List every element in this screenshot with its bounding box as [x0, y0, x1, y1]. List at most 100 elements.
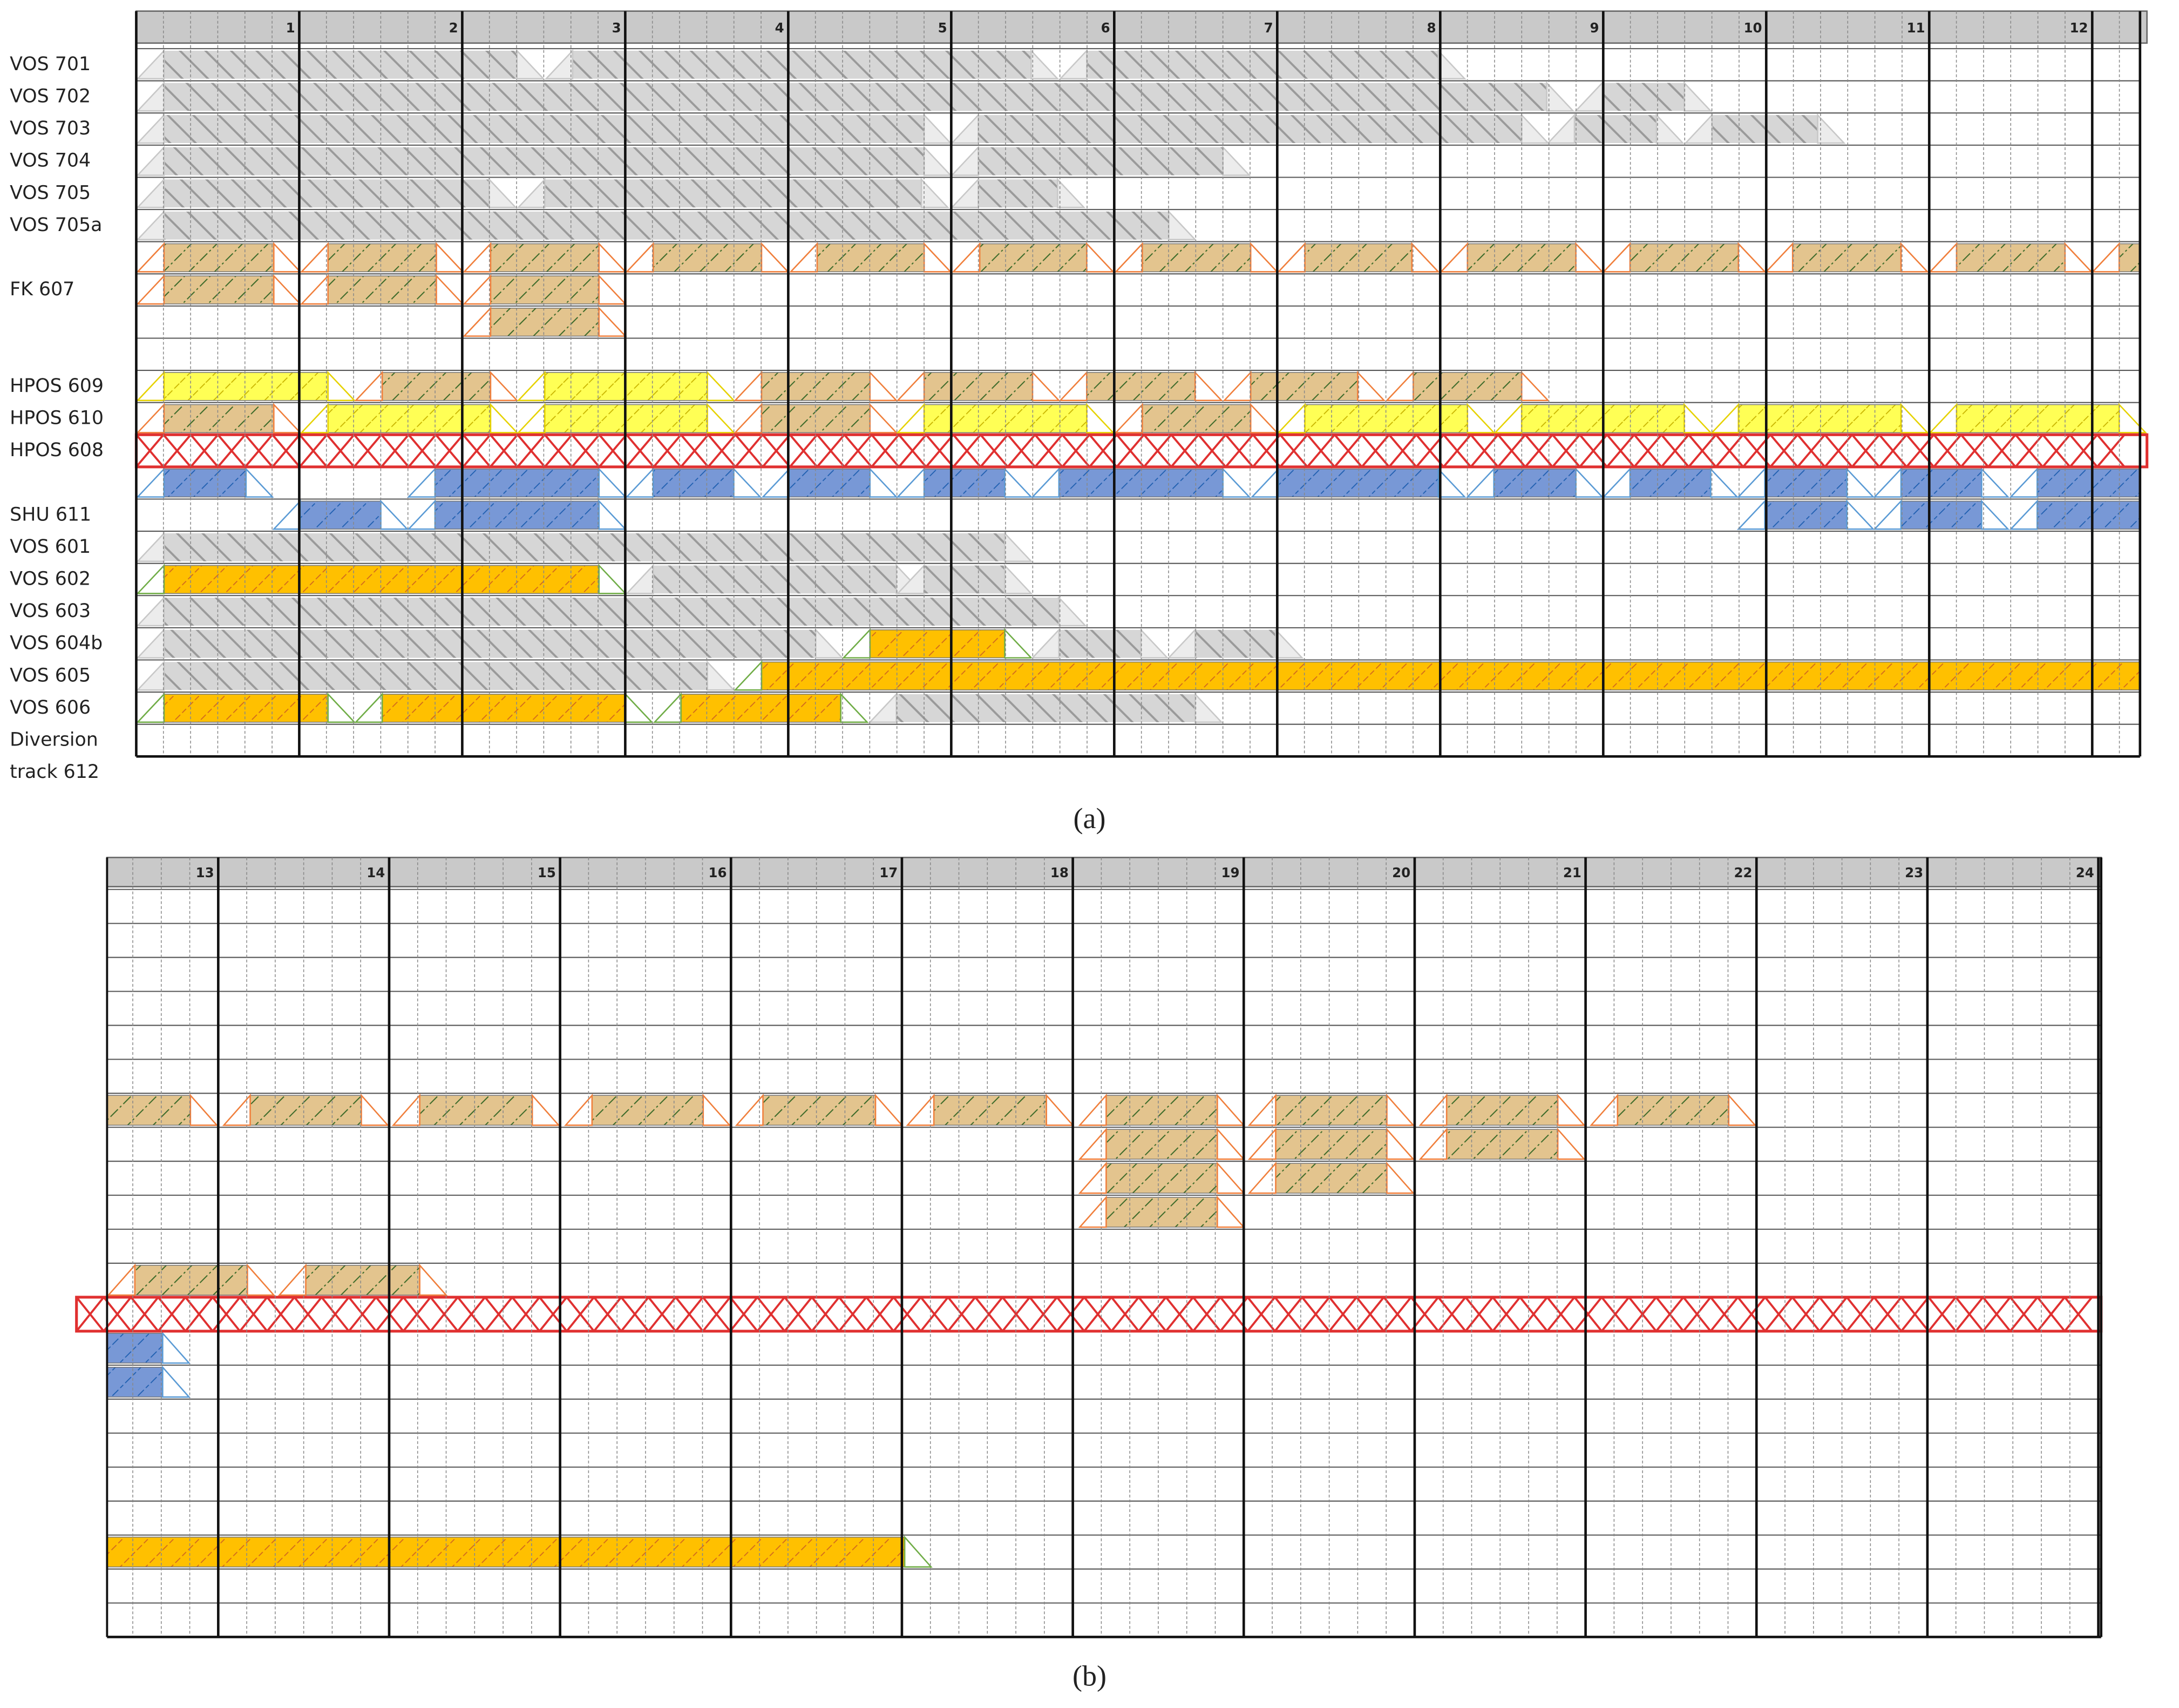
transition-triangle: [896, 370, 925, 402]
hour-label: 9: [1590, 20, 1599, 36]
blocked-cross: [947, 1296, 976, 1332]
grey-block: [1195, 629, 1276, 658]
blocked-cross: [707, 434, 737, 468]
blocked-cross: [1007, 434, 1036, 468]
transition-triangle: [300, 403, 329, 433]
transition-triangle: [1247, 1161, 1277, 1194]
transition-triangle: [419, 1263, 448, 1296]
blocked-cross: [680, 434, 709, 468]
blocked-cross: [1279, 434, 1308, 468]
blocked-cross: [430, 1296, 459, 1332]
transition-triangle: [1194, 692, 1224, 723]
blocked-cross: [1846, 1296, 1875, 1332]
blue-block: [1630, 468, 1712, 498]
transition-triangle: [1217, 1161, 1246, 1194]
row-label: VOS 702: [10, 86, 91, 107]
blocked-cross: [811, 1296, 840, 1332]
hour-label: 18: [1050, 865, 1069, 880]
blocked-cross: [1688, 434, 1717, 468]
transition-triangle: [1030, 628, 1060, 659]
row-label: HPOS 609: [10, 375, 104, 397]
hour-label: 6: [1101, 20, 1110, 36]
transition-triangle: [136, 467, 165, 498]
transition-triangle: [136, 178, 165, 208]
transition-triangle: [1277, 403, 1306, 433]
transition-triangle: [761, 467, 790, 498]
hour-label: 7: [1264, 20, 1273, 36]
row-label: VOS 605: [10, 665, 91, 686]
grey-block: [1602, 83, 1685, 111]
tan-block: [490, 243, 600, 273]
tan-block: [1617, 1095, 1729, 1126]
transition-triangle: [598, 274, 627, 305]
blocked-cross: [244, 434, 274, 468]
orange-block: [164, 694, 329, 723]
blocked-cross: [1001, 1296, 1031, 1332]
hour-label: 12: [2069, 20, 2088, 36]
hour-label: 24: [2076, 865, 2094, 880]
blue-block: [164, 468, 247, 498]
blocked-cross: [293, 1296, 323, 1332]
blocked-cross: [784, 1296, 813, 1332]
transition-triangle: [950, 145, 979, 176]
hour-label: 17: [879, 865, 898, 880]
blue-block: [1764, 500, 1848, 530]
transition-triangle: [1602, 467, 1631, 498]
transition-triangle: [1078, 1161, 1107, 1194]
blocked-cross: [271, 434, 301, 468]
hour-label: 16: [709, 865, 727, 880]
hour-label: 15: [538, 865, 556, 880]
tan-block: [327, 243, 437, 273]
grey-block: [164, 662, 708, 690]
blocked-cross: [103, 1296, 132, 1332]
hour-label: 23: [1905, 865, 1923, 880]
transition-triangle: [1031, 370, 1061, 402]
transition-triangle: [1247, 1127, 1277, 1160]
grey-block: [924, 565, 1005, 594]
transition-triangle: [653, 692, 682, 723]
transition-triangle: [136, 660, 165, 691]
hour-label: 22: [1734, 865, 1752, 880]
transition-triangle: [1194, 370, 1224, 402]
blocked-cross: [2042, 434, 2071, 468]
tan-block: [382, 372, 491, 401]
row-label: VOS 705: [10, 182, 91, 204]
tan-block: [1275, 1129, 1388, 1160]
transition-triangle: [707, 403, 736, 433]
blocked-cross: [735, 434, 764, 468]
transition-triangle: [2118, 403, 2148, 433]
blocked-cross: [2063, 1296, 2093, 1332]
transition-triangle: [564, 1093, 593, 1126]
blocked-cross: [1600, 1296, 1630, 1332]
transition-triangle: [391, 1093, 420, 1126]
blocked-cross: [1818, 1296, 1848, 1332]
blocked-cross: [789, 434, 818, 468]
tan-block: [653, 243, 762, 273]
blocked-cross: [653, 434, 682, 468]
blocked-cross: [539, 1296, 568, 1332]
transition-triangle: [841, 628, 871, 659]
transition-triangle: [1222, 145, 1251, 176]
tan-block: [164, 404, 275, 433]
hour-label: 13: [196, 865, 214, 880]
panel-label: (a): [1074, 802, 1106, 835]
transition-triangle: [517, 370, 546, 402]
blocked-cross: [1933, 434, 1962, 468]
blocked-cross: [517, 434, 546, 468]
transition-triangle: [869, 403, 898, 433]
row-label: VOS 601: [10, 536, 91, 558]
blocked-cross: [1274, 1296, 1303, 1332]
transition-triangle: [136, 692, 165, 723]
orange-block: [106, 1536, 905, 1568]
transition-triangle: [136, 403, 165, 433]
blocked-cross: [1715, 434, 1744, 468]
blue-block: [106, 1333, 164, 1364]
blocked-cross: [1546, 1296, 1576, 1332]
transition-triangle: [1004, 467, 1033, 498]
blocked-cross: [2037, 1296, 2066, 1332]
blocked-cross: [2096, 434, 2126, 468]
blue-block: [924, 468, 1006, 498]
blocked-cross: [1497, 434, 1526, 468]
transition-triangle: [707, 660, 736, 691]
transition-triangle: [136, 113, 165, 144]
